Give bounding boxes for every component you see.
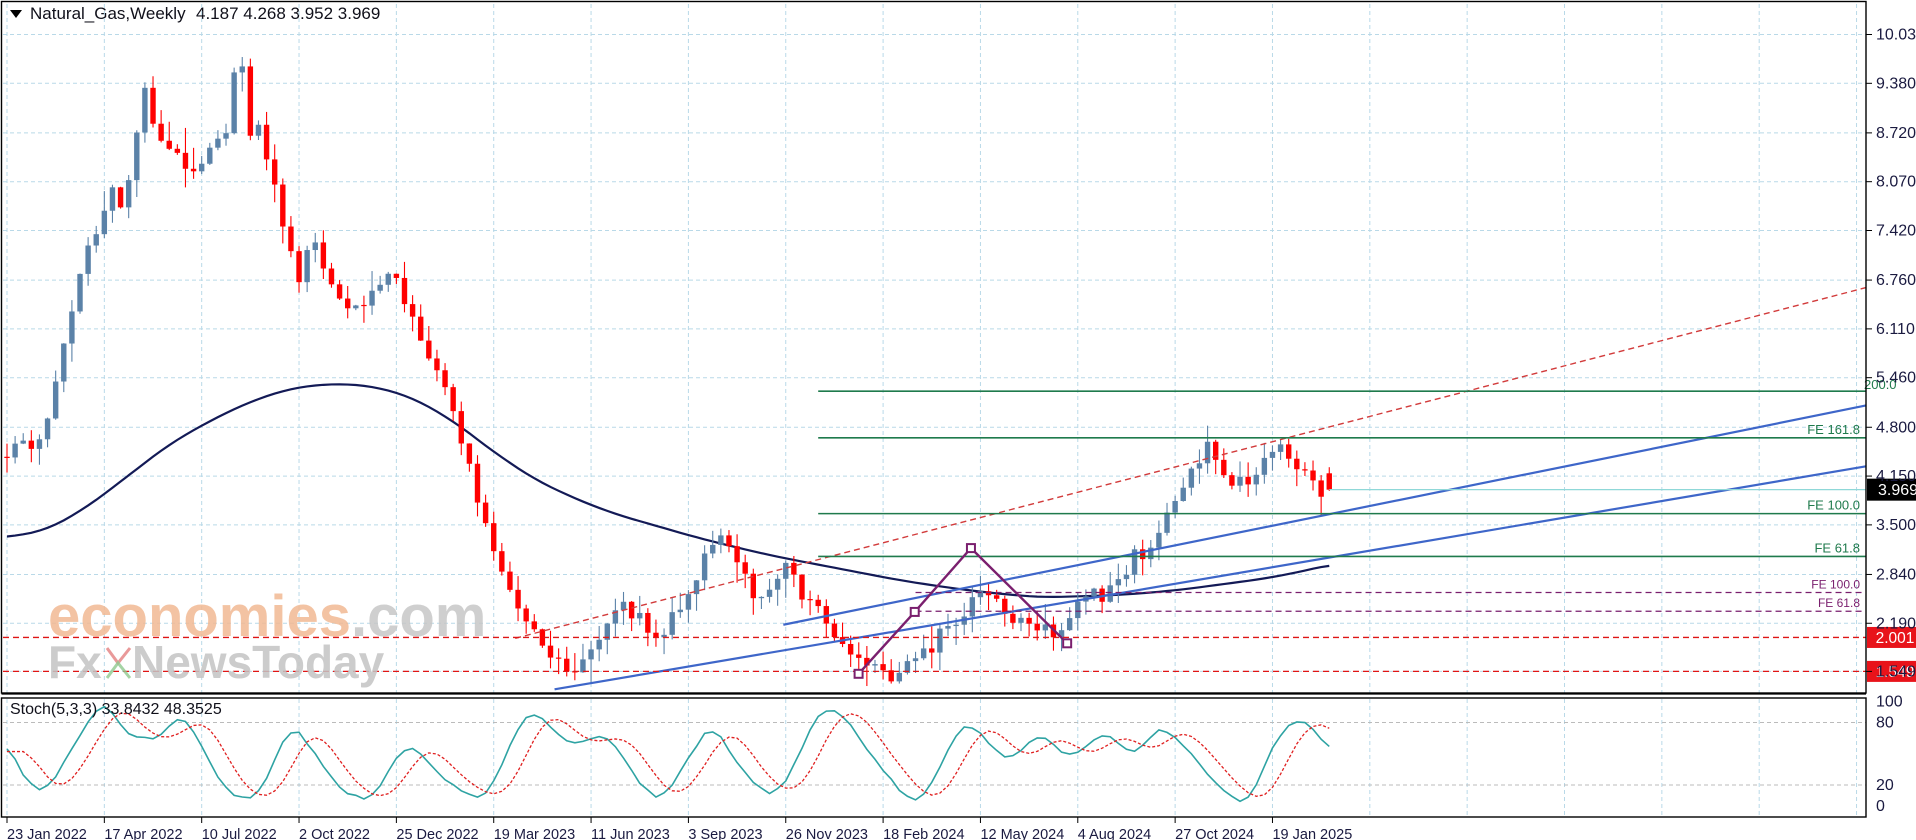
svg-text:5.460: 5.460 [1876,370,1916,387]
svg-text:8.720: 8.720 [1876,125,1916,142]
svg-text:4.150: 4.150 [1876,468,1916,485]
svg-text:10 Jul 2022: 10 Jul 2022 [202,827,277,840]
svg-text:27 Oct 2024: 27 Oct 2024 [1175,827,1254,840]
svg-text:23 Jan 2022: 23 Jan 2022 [7,827,87,840]
svg-text:26 Nov 2023: 26 Nov 2023 [786,827,868,840]
svg-text:4 Aug 2024: 4 Aug 2024 [1078,827,1151,840]
svg-text:4.187 4.268 3.952 3.969: 4.187 4.268 3.952 3.969 [196,4,380,23]
svg-text:80: 80 [1876,715,1894,732]
svg-text:11 Jun 2023: 11 Jun 2023 [591,827,670,840]
svg-text:7.420: 7.420 [1876,223,1916,240]
svg-text:19 Mar 2023: 19 Mar 2023 [494,827,575,840]
svg-text:17 Apr 2022: 17 Apr 2022 [104,827,182,840]
svg-text:2.840: 2.840 [1876,566,1916,583]
svg-text:FE 100.0: FE 100.0 [1807,498,1860,513]
svg-text:8.070: 8.070 [1876,174,1916,191]
svg-text:FE 61.8: FE 61.8 [1814,540,1860,555]
svg-text:19 Jan 2025: 19 Jan 2025 [1272,827,1352,840]
svg-text:12 May 2024: 12 May 2024 [980,827,1064,840]
svg-text:25 Dec 2022: 25 Dec 2022 [396,827,478,840]
svg-text:2 Oct 2022: 2 Oct 2022 [299,827,370,840]
svg-text:NewsToday: NewsToday [132,636,385,688]
svg-text:6.760: 6.760 [1876,272,1916,289]
svg-text:1.549: 1.549 [1876,663,1916,680]
svg-text:Fx: Fx [48,636,102,688]
svg-text:3 Sep 2023: 3 Sep 2023 [688,827,762,840]
svg-text:4.800: 4.800 [1876,419,1916,436]
svg-text:2.001: 2.001 [1876,630,1915,647]
svg-text:0: 0 [1876,798,1885,815]
svg-text:2.190: 2.190 [1876,615,1916,632]
svg-text:18 Feb 2024: 18 Feb 2024 [883,827,964,840]
svg-text:FE 61.8: FE 61.8 [1818,596,1860,610]
svg-text:20: 20 [1876,777,1894,794]
svg-text:FE 100.0: FE 100.0 [1811,577,1860,591]
svg-text:Natural_Gas,Weekly: Natural_Gas,Weekly [30,4,186,23]
svg-text:10.030: 10.030 [1876,27,1916,44]
svg-text:3.500: 3.500 [1876,517,1916,534]
svg-text:100: 100 [1876,694,1903,711]
svg-text:9.380: 9.380 [1876,75,1916,92]
svg-text:FE 161.8: FE 161.8 [1807,422,1860,437]
svg-text:Stoch(5,3,3) 33.8432 48.3525: Stoch(5,3,3) 33.8432 48.3525 [10,701,222,718]
svg-text:6.110: 6.110 [1876,321,1915,338]
